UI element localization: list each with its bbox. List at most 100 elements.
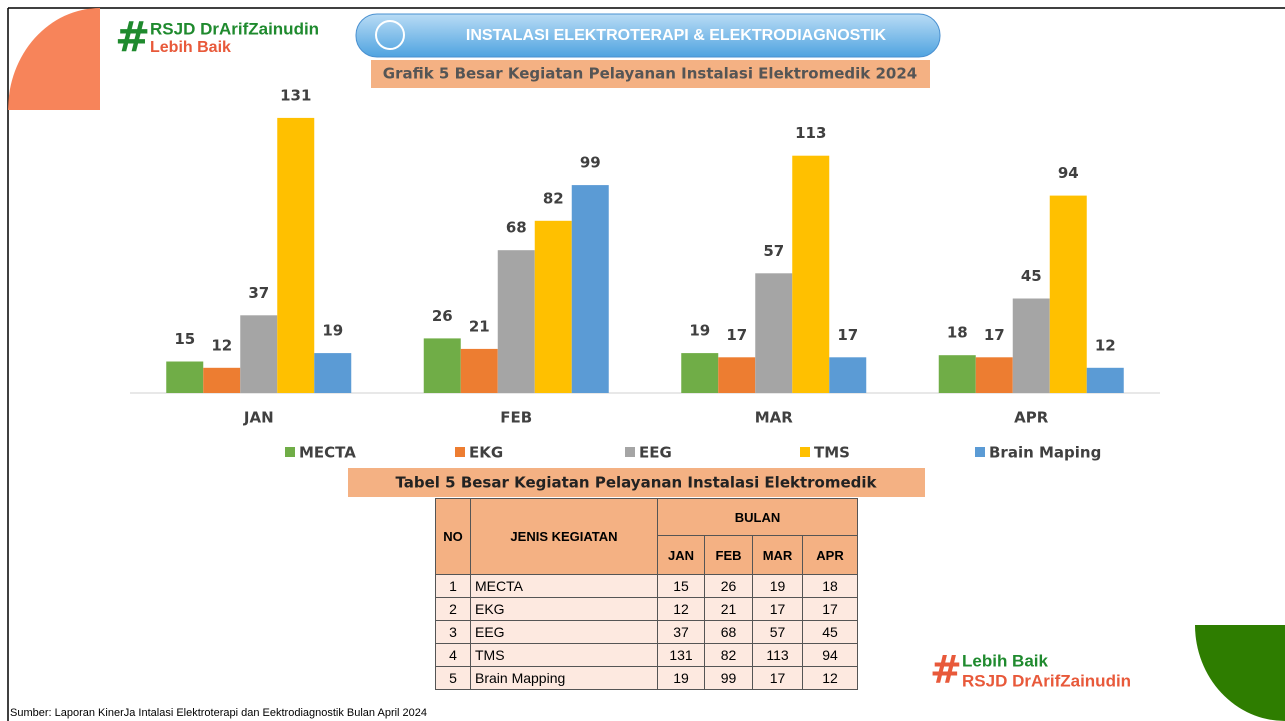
title-box — [371, 60, 930, 88]
table-row: 2 EKG 12 21 17 17 — [435, 597, 858, 621]
cell: Brain Mapping — [470, 666, 658, 690]
cell: 3 — [435, 620, 471, 644]
cell: 99 — [704, 666, 753, 690]
source: Sumber: Laporan KinerJa Intalasi Elektro… — [10, 707, 427, 719]
table-row: 4 TMS 131 82 113 94 — [435, 643, 858, 667]
data-label: 19 — [689, 322, 710, 340]
banner-text: INSTALASI ELEKTROTERAPI & ELEKTRODIAGNOS… — [466, 27, 887, 44]
cell: 131 — [657, 643, 705, 667]
cell: 68 — [704, 620, 753, 644]
bar — [314, 353, 352, 393]
cell: EKG — [470, 597, 658, 621]
cell: 5 — [435, 666, 471, 690]
data-label: 19 — [322, 322, 343, 340]
cell: 19 — [752, 574, 803, 598]
bar — [938, 355, 976, 393]
table-row: 1 MECTA 15 26 19 18 — [435, 574, 858, 598]
legend-swatch — [455, 447, 465, 457]
data-label: 68 — [506, 219, 527, 237]
cell: 45 — [802, 620, 858, 644]
cell: 37 — [657, 620, 705, 644]
legend-swatch — [975, 447, 985, 457]
data-label: 45 — [1021, 267, 1042, 285]
table-row: JAN FEB MAR APR — [436, 535, 858, 575]
header-cell: BULAN — [657, 498, 858, 536]
data-label: 57 — [763, 242, 784, 260]
bar — [423, 338, 461, 393]
header-cell: MAR — [752, 535, 803, 575]
bar — [166, 361, 204, 393]
cell: 17 — [752, 597, 803, 621]
bar — [975, 357, 1013, 393]
bar — [240, 315, 278, 393]
cell: 26 — [704, 574, 753, 598]
header-cell: NO — [435, 498, 471, 575]
data-label: 12 — [1095, 336, 1116, 354]
corner-shape — [1195, 625, 1285, 721]
cell: 12 — [802, 666, 858, 690]
cell: 57 — [752, 620, 803, 644]
legend-label: TMS — [814, 444, 850, 462]
data-table: NO JENIS KEGIATAN BULAN JAN FEB MAR APR 1 MECTA 1… — [435, 498, 858, 690]
legend-label: MECTA — [299, 444, 356, 462]
data-label: 18 — [947, 324, 968, 342]
cell: MECTA — [470, 574, 658, 598]
bar — [497, 250, 535, 393]
cell: EEG — [470, 620, 658, 644]
header-cell: JENIS KEGIATAN — [470, 498, 658, 575]
data-label: 26 — [432, 307, 453, 325]
data-label: 94 — [1058, 164, 1079, 182]
data-label: 21 — [469, 317, 490, 335]
header-cell: FEB — [704, 535, 753, 575]
data-label: 37 — [248, 284, 269, 302]
bar — [534, 220, 572, 393]
bar — [460, 348, 498, 393]
bar — [718, 357, 756, 393]
bar — [277, 117, 315, 394]
x-tick-label: FEB — [500, 409, 532, 427]
table-title: Tabel 5 Besar Kegiatan Pelayanan Instala… — [395, 474, 877, 492]
x-tick-label: APR — [1014, 409, 1049, 427]
data-label: 17 — [837, 326, 858, 344]
data-label: 82 — [543, 189, 564, 207]
banner-icon — [375, 20, 405, 50]
header-cell: JAN — [657, 535, 705, 575]
legend-label: EEG — [639, 444, 672, 462]
bar — [1086, 367, 1124, 393]
table-row: NO JENIS KEGIATAN BULAN — [435, 498, 858, 575]
cell: 113 — [752, 643, 803, 667]
data-label: 15 — [174, 330, 195, 348]
bar — [792, 155, 830, 393]
footer-logo-tagline: Lebih Baik — [962, 651, 1049, 670]
bar — [571, 185, 609, 393]
cell: 94 — [802, 643, 858, 667]
cell: 2 — [435, 597, 471, 621]
table-row: 3 EEG 37 68 57 45 — [435, 620, 858, 644]
data-label: 17 — [726, 326, 747, 344]
x-tick-label: MAR — [755, 409, 794, 427]
chart-title: Grafik 5 Besar Kegiatan Pelayanan Instal… — [383, 65, 917, 83]
cell: 1 — [435, 574, 471, 598]
header-cell: APR — [802, 535, 858, 575]
footer-logo-name: RSJD DrArifZainudin — [962, 671, 1131, 690]
legend-swatch — [800, 447, 810, 457]
data-label: 99 — [580, 154, 601, 172]
data-label: 113 — [795, 124, 826, 142]
x-tick-label: JAN — [243, 409, 274, 427]
logo-name: RSJD DrArifZainudin — [150, 19, 319, 38]
bar — [829, 357, 867, 393]
footer-logo-hash: # — [930, 648, 962, 692]
table-row: 5 Brain Mapping 19 99 17 12 — [435, 666, 858, 690]
logo-tagline: Lebih Baik — [150, 39, 231, 56]
cell: 21 — [704, 597, 753, 621]
cell: 17 — [752, 666, 803, 690]
legend-label: EKG — [469, 444, 503, 462]
data-label: 12 — [211, 336, 232, 354]
cell: 82 — [704, 643, 753, 667]
corner-shape — [8, 8, 100, 110]
legend-swatch — [625, 447, 635, 457]
legend-label: Brain Maping — [989, 444, 1101, 462]
cell: 15 — [657, 574, 705, 598]
